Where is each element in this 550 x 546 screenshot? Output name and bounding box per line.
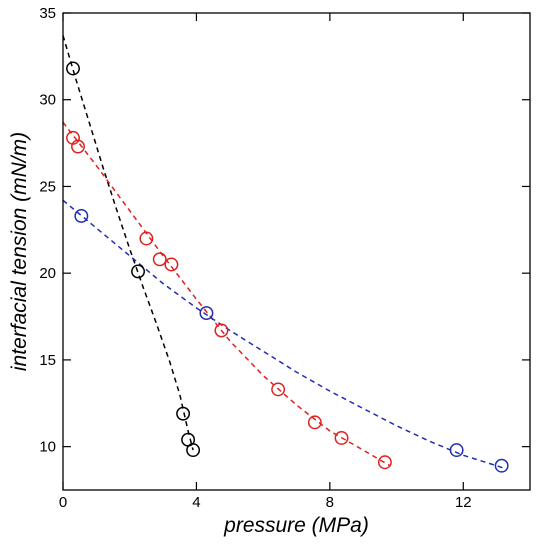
fit-line-3 <box>62 199 507 470</box>
x-tick-label: 8 <box>326 494 334 511</box>
data-point-series-3 <box>494 458 509 473</box>
y-tick-label: 30 <box>39 92 56 109</box>
data-point-series-1 <box>186 443 201 458</box>
y-tick-label: 25 <box>39 178 56 195</box>
data-point-series-3 <box>199 306 214 321</box>
fit-lines <box>62 35 507 470</box>
data-point-series-3 <box>74 208 89 223</box>
y-tick-label: 35 <box>39 5 56 22</box>
data-point-series-1 <box>66 61 80 76</box>
data-point-series-2 <box>377 455 392 470</box>
data-point-series-2 <box>271 382 286 397</box>
data-point-series-2 <box>152 252 167 267</box>
data-point-series-2 <box>164 257 179 272</box>
data-points <box>66 61 509 473</box>
data-point-series-1 <box>131 264 146 279</box>
plot-frame <box>62 12 531 491</box>
y-tick-label: 10 <box>39 439 56 456</box>
x-tick-label: 12 <box>455 494 472 511</box>
data-point-series-2 <box>214 323 229 338</box>
data-point-series-2 <box>139 231 154 246</box>
data-point-series-3 <box>449 443 464 458</box>
data-point-series-2 <box>307 415 322 430</box>
axis-ticks: 0 4 8 12 10 15 20 25 30 35 <box>39 5 530 511</box>
y-axis-label: interfacial tension (mN/m) <box>8 132 31 371</box>
x-tick-label: 0 <box>59 494 67 511</box>
fit-line-2 <box>62 121 391 467</box>
x-tick-label: 4 <box>192 494 200 511</box>
fit-line-1 <box>62 35 194 451</box>
data-point-series-2 <box>71 139 85 154</box>
data-point-series-2 <box>334 431 349 445</box>
y-tick-label: 20 <box>39 265 56 282</box>
x-axis-label: pressure (MPa) <box>223 514 369 537</box>
data-point-series-1 <box>176 406 191 421</box>
y-tick-label: 15 <box>39 352 56 369</box>
